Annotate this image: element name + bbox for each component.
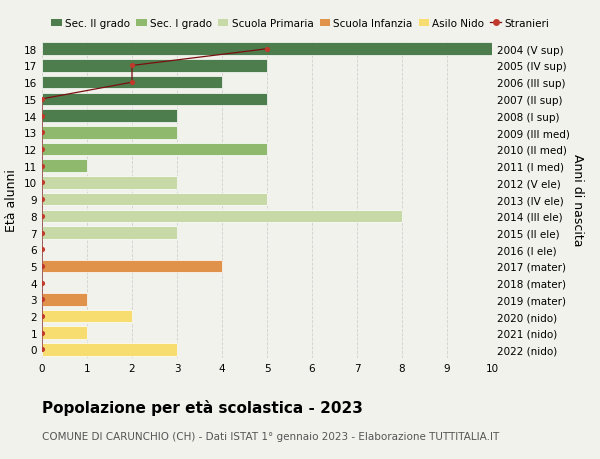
- Point: [37, 96, 47, 103]
- Point: [37, 280, 47, 287]
- Point: [37, 129, 47, 137]
- Point: [37, 263, 47, 270]
- Bar: [42, 127, 177, 139]
- Text: Popolazione per età scolastica - 2023: Popolazione per età scolastica - 2023: [42, 399, 363, 415]
- Bar: [42, 260, 222, 273]
- Point: [37, 296, 47, 303]
- Point: [37, 213, 47, 220]
- Bar: [42, 77, 222, 89]
- Bar: [42, 110, 177, 123]
- Point: [262, 46, 272, 53]
- Bar: [42, 293, 87, 306]
- Legend: Sec. II grado, Sec. I grado, Scuola Primaria, Scuola Infanzia, Asilo Nido, Stran: Sec. II grado, Sec. I grado, Scuola Prim…: [47, 15, 553, 33]
- Point: [127, 62, 137, 70]
- Point: [37, 330, 47, 337]
- Bar: [42, 327, 87, 339]
- Bar: [42, 193, 267, 206]
- Point: [37, 146, 47, 153]
- Bar: [42, 44, 492, 56]
- Bar: [42, 227, 177, 239]
- Bar: [42, 343, 177, 356]
- Point: [37, 162, 47, 170]
- Y-axis label: Anni di nascita: Anni di nascita: [571, 153, 584, 246]
- Point: [37, 112, 47, 120]
- Y-axis label: Età alunni: Età alunni: [5, 168, 19, 231]
- Bar: [42, 143, 267, 156]
- Bar: [42, 60, 267, 73]
- Point: [127, 79, 137, 87]
- Point: [37, 230, 47, 237]
- Point: [37, 179, 47, 187]
- Bar: [42, 160, 87, 173]
- Bar: [42, 93, 267, 106]
- Bar: [42, 310, 132, 323]
- Bar: [42, 177, 177, 189]
- Point: [37, 313, 47, 320]
- Bar: [42, 210, 402, 223]
- Point: [37, 246, 47, 253]
- Point: [37, 346, 47, 353]
- Point: [37, 196, 47, 203]
- Text: COMUNE DI CARUNCHIO (CH) - Dati ISTAT 1° gennaio 2023 - Elaborazione TUTTITALIA.: COMUNE DI CARUNCHIO (CH) - Dati ISTAT 1°…: [42, 431, 499, 442]
